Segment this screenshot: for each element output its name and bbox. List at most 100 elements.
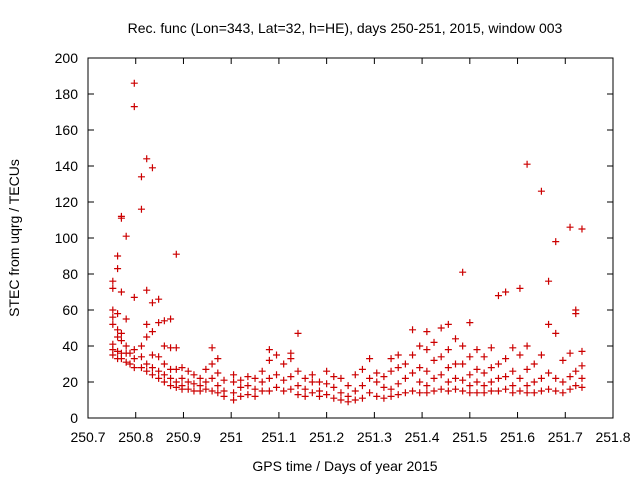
data-point	[130, 293, 138, 301]
data-point	[237, 383, 245, 391]
data-point	[578, 383, 586, 391]
y-tick-label: 40	[62, 338, 78, 354]
data-point	[523, 382, 531, 390]
data-point	[516, 374, 524, 382]
data-point	[380, 383, 388, 391]
data-point	[466, 353, 474, 361]
data-point	[280, 360, 288, 368]
data-point	[523, 160, 531, 168]
data-point	[578, 225, 586, 233]
data-point	[130, 103, 138, 111]
data-point	[155, 374, 163, 382]
data-point	[137, 205, 145, 213]
data-point	[167, 315, 175, 323]
data-point	[409, 351, 417, 359]
data-point	[502, 355, 510, 363]
data-point	[487, 364, 495, 372]
data-point	[494, 292, 502, 300]
data-point	[494, 360, 502, 368]
data-point	[308, 378, 316, 386]
data-point	[437, 385, 445, 393]
data-point	[196, 374, 204, 382]
data-point	[122, 342, 130, 350]
data-point	[423, 389, 431, 397]
data-point	[566, 349, 574, 357]
data-point	[280, 387, 288, 395]
x-tick-label: 251.5	[452, 429, 487, 445]
data-point	[559, 389, 567, 397]
data-point	[552, 374, 560, 382]
data-point	[265, 356, 273, 364]
data-point	[459, 376, 467, 384]
data-point	[122, 315, 130, 323]
data-point	[148, 371, 156, 379]
data-point	[444, 364, 452, 372]
data-points	[109, 79, 586, 406]
data-point	[394, 364, 402, 372]
data-point	[308, 371, 316, 379]
data-point	[473, 389, 481, 397]
data-point	[537, 387, 545, 395]
data-point	[287, 373, 295, 381]
data-point	[323, 380, 331, 388]
data-point	[190, 380, 198, 388]
data-point	[437, 353, 445, 361]
data-point	[109, 351, 117, 359]
data-point	[358, 382, 366, 390]
data-point	[351, 371, 359, 379]
data-point	[117, 214, 125, 222]
x-tick-label: 251.3	[357, 429, 392, 445]
data-point	[523, 389, 531, 397]
data-point	[294, 382, 302, 390]
data-point	[487, 378, 495, 386]
data-point	[294, 367, 302, 375]
data-point	[487, 387, 495, 395]
data-point	[559, 356, 567, 364]
data-point	[466, 319, 474, 327]
data-point	[280, 376, 288, 384]
data-point	[109, 306, 117, 314]
data-point	[184, 367, 192, 375]
data-point	[516, 351, 524, 359]
data-point	[344, 382, 352, 390]
data-point	[130, 364, 138, 372]
data-point	[337, 374, 345, 382]
data-point	[566, 385, 574, 393]
data-point	[114, 326, 122, 334]
data-point	[214, 382, 222, 390]
y-axis-ticks: 0 20 40 60 80 100 120 140 160 180 200	[55, 50, 613, 426]
data-point	[401, 374, 409, 382]
data-point	[258, 387, 266, 395]
data-point	[143, 333, 151, 341]
data-point	[294, 329, 302, 337]
data-point	[509, 367, 517, 375]
data-point	[366, 355, 374, 363]
data-point	[530, 389, 538, 397]
data-point	[459, 342, 467, 350]
data-point	[572, 310, 580, 318]
data-point	[237, 376, 245, 384]
data-point	[380, 394, 388, 402]
data-point	[509, 382, 517, 390]
data-point	[459, 387, 467, 395]
data-point	[380, 373, 388, 381]
data-point	[184, 378, 192, 386]
data-point	[308, 389, 316, 397]
y-tick-label: 180	[55, 86, 79, 102]
data-point	[265, 346, 273, 354]
data-point	[387, 392, 395, 400]
data-point	[208, 344, 216, 352]
data-point	[184, 385, 192, 393]
data-point	[155, 367, 163, 375]
data-point	[315, 378, 323, 386]
x-tick-label: 250.9	[166, 429, 201, 445]
data-point	[358, 365, 366, 373]
data-point	[214, 355, 222, 363]
data-point	[143, 286, 151, 294]
data-point	[160, 378, 168, 386]
y-tick-label: 140	[55, 158, 79, 174]
data-point	[387, 355, 395, 363]
data-point	[160, 317, 168, 325]
data-point	[416, 364, 424, 372]
data-point	[494, 374, 502, 382]
